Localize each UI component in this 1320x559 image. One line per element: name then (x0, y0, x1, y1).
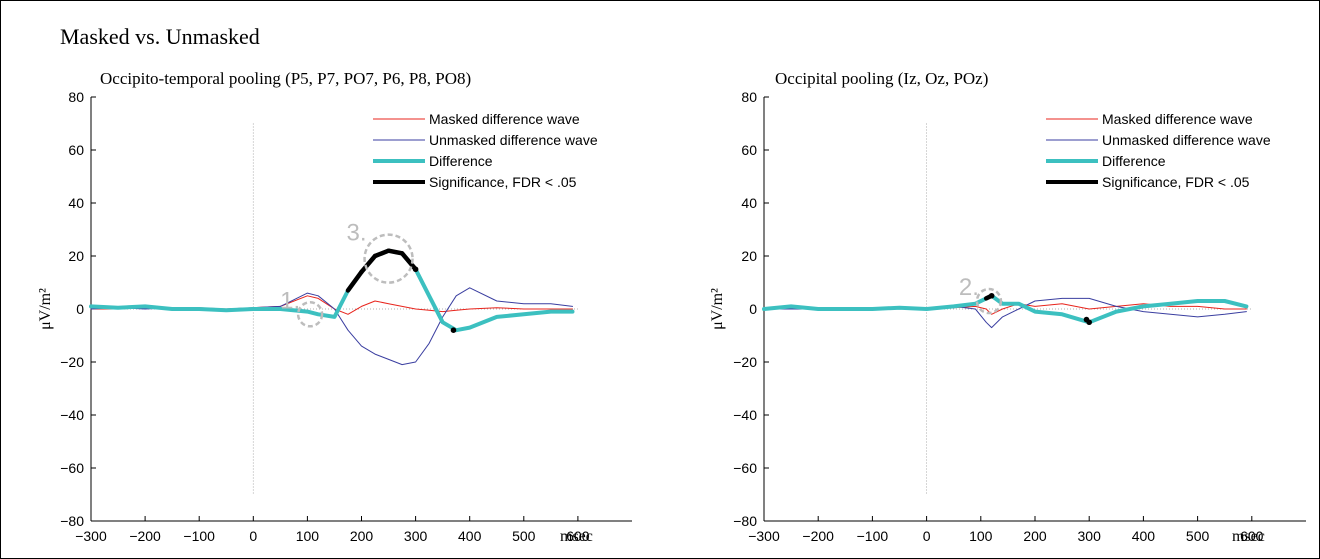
y-tick-label: 20 (741, 248, 757, 264)
x-tick-label: −100 (183, 528, 215, 544)
annotation-label: 2. (959, 274, 979, 301)
y-tick-label: 80 (741, 89, 757, 105)
x-tick-label: 300 (404, 528, 428, 544)
legend-label: Significance, FDR < .05 (429, 174, 577, 190)
x-tick-label: 500 (512, 528, 536, 544)
legend-label: Significance, FDR < .05 (1102, 174, 1250, 190)
y-tick-label: 0 (749, 301, 757, 317)
panel-title: Occipito-temporal pooling (P5, P7, PO7, … (100, 69, 471, 88)
y-tick-label: 60 (741, 142, 757, 158)
significance-point (450, 327, 457, 334)
x-axis-label: msec (1232, 528, 1265, 545)
legend: Masked difference wave Unmasked differenc… (373, 111, 598, 190)
x-tick-label: −300 (748, 528, 780, 544)
series-masked-line (90, 295, 573, 315)
annotation-label: 1. (280, 287, 300, 314)
x-tick-label: 600 (566, 528, 590, 544)
y-tick-label: −40 (733, 407, 757, 423)
annotation-circle (975, 287, 1003, 315)
significance-segment (386, 248, 405, 256)
figure-title: Masked vs. Unmasked (60, 24, 260, 49)
chart-panel-1: Occipito-temporal pooling (P5, P7, PO7, … (37, 69, 632, 545)
y-tick-label: 40 (68, 195, 84, 211)
legend-label: Unmasked difference wave (1102, 132, 1271, 148)
chart-panel-2: Occipital pooling (Iz, Oz, POz) −80 −60 −40… (709, 69, 1306, 545)
x-tick-label: 400 (1132, 528, 1156, 544)
x-axis-label: msec (560, 528, 593, 545)
legend-label: Masked difference wave (429, 111, 580, 127)
y-tick-label: 60 (68, 142, 84, 158)
y-tick-label: 0 (76, 301, 84, 317)
x-tick-label: −300 (75, 528, 107, 544)
annotation-label: 3. (347, 220, 367, 247)
significance-point (1086, 319, 1092, 326)
y-tick-label: −40 (60, 407, 84, 423)
y-tick-label: −80 (733, 513, 757, 529)
y-axis-label: μV/m² (37, 288, 54, 330)
x-tick-label: 500 (1186, 528, 1210, 544)
y-tick-label: 20 (68, 248, 84, 264)
x-tick-label: 200 (1023, 528, 1047, 544)
x-tick-label: 100 (296, 528, 320, 544)
significance-segment (345, 269, 364, 293)
series-difference-line (762, 293, 1249, 325)
x-tick-label: −200 (802, 528, 834, 544)
y-tick-label: −60 (60, 460, 84, 476)
annotation-circle (363, 233, 414, 284)
y-tick-label: 40 (741, 195, 757, 211)
x-tick-label: 0 (249, 528, 257, 544)
panel-title: Occipital pooling (Iz, Oz, POz) (775, 69, 988, 88)
significance-segment (399, 251, 418, 272)
x-tick-label: 400 (458, 528, 482, 544)
x-tick-label: 200 (350, 528, 374, 544)
x-tick-label: 0 (923, 528, 931, 544)
y-tick-label: −20 (733, 354, 757, 370)
x-tick-label: 600 (1240, 528, 1264, 544)
legend-label: Masked difference wave (1102, 111, 1253, 127)
y-tick-label: −20 (60, 354, 84, 370)
legend-label: Difference (429, 153, 493, 169)
series-unmasked-line (90, 287, 573, 366)
series-difference-line (89, 248, 575, 333)
x-tick-label: −200 (129, 528, 161, 544)
legend-label: Difference (1102, 153, 1166, 169)
significance-point (412, 266, 419, 273)
significance-point (988, 292, 995, 299)
significance-segment (359, 253, 378, 275)
x-tick-label: −100 (857, 528, 889, 544)
significance-segment (372, 248, 391, 259)
y-tick-label: −60 (733, 460, 757, 476)
y-tick-label: 80 (68, 89, 84, 105)
legend-label: Unmasked difference wave (429, 132, 598, 148)
x-tick-label: 300 (1078, 528, 1102, 544)
y-tick-label: −80 (60, 513, 84, 529)
x-tick-label: 100 (969, 528, 993, 544)
annotation-circle (296, 301, 324, 328)
y-axis-label: μV/m² (709, 288, 726, 330)
legend: Masked difference wave Unmasked differenc… (1046, 111, 1271, 190)
